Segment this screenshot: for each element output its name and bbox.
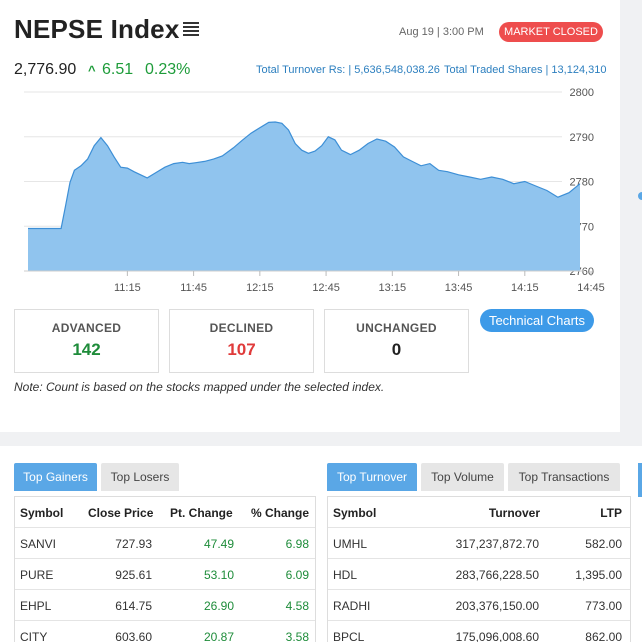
x-tick-label: 13:15 [379,282,407,294]
cell-symbol[interactable]: CITY [20,630,48,642]
table-header-row: Symbol Close Price Pt. Change % Change [15,497,315,528]
table-row[interactable]: HDL 283,766,228.50 1,395.00 [328,559,630,590]
col-symbol[interactable]: Symbol [333,506,377,520]
col-close-price[interactable]: Close Price [88,506,154,520]
table-row[interactable]: SANVI 727.93 47.49 6.98 [15,528,315,559]
page-title: NEPSE Index [14,14,180,44]
table-row[interactable]: UMHL 317,237,872.70 582.00 [328,528,630,559]
x-tick-label: 13:45 [445,282,473,294]
x-tick-label: 11:45 [180,282,207,294]
unchanged-count: 0 [391,340,402,359]
y-tick-label: 2790 [570,132,594,144]
tab-top-gainers[interactable]: Top Gainers [14,463,97,491]
tab-top-transactions[interactable]: Top Transactions [508,463,620,491]
tab-top-volume[interactable]: Top Volume [421,463,504,491]
total-turnover: Total Turnover Rs: | 5,636,548,038.26 [256,64,440,76]
cell-turnover: 283,766,228.50 [455,568,539,582]
table-row[interactable]: CITY 603.60 20.87 3.58 [15,621,315,642]
cell-pt-change: 26.90 [203,599,234,613]
cell-close-price: 727.93 [115,537,152,551]
advanced-label: ADVANCED [51,321,122,335]
cell-turnover: 203,376,150.00 [455,599,539,613]
side-tab-edge[interactable] [638,463,642,497]
turnover-table: Symbol Turnover LTP UMHL 317,237,872.70 … [327,496,631,642]
cell-symbol[interactable]: RADHI [333,599,371,613]
table-row[interactable]: RADHI 203,376,150.00 773.00 [328,590,630,621]
declined-label: DECLINED [209,321,274,335]
up-arrow-icon: ^ [88,63,96,78]
unchanged-card: UNCHANGED 0 [324,309,469,373]
index-series-line [28,121,581,230]
unchanged-label: UNCHANGED [356,321,437,335]
index-panel: NEPSE Index Aug 19 | 3:00 PM MARKET CLOS… [0,0,620,432]
technical-charts-button[interactable]: Technical Charts [480,309,594,332]
col-symbol[interactable]: Symbol [20,506,64,520]
cell-turnover: 175,096,008.60 [455,630,539,642]
x-tick-label: 12:15 [246,282,274,294]
total-traded-shares: Total Traded Shares | 13,124,310 [444,64,607,76]
cell-symbol[interactable]: PURE [20,568,54,582]
cell-pt-change: 47.49 [203,537,234,551]
cell-pct-change: 4.58 [285,599,309,613]
index-change-percent: 0.23% [145,61,191,78]
table-row[interactable]: EHPL 614.75 26.90 4.58 [15,590,315,621]
col-pct-change[interactable]: % Change [251,506,310,520]
tab-top-losers[interactable]: Top Losers [101,463,179,491]
scroll-indicator [638,192,642,200]
x-tick-label: 11:15 [114,282,141,294]
table-row[interactable]: PURE 925.61 53.10 6.09 [15,559,315,590]
y-tick-label: 2800 [570,87,594,99]
x-tick-label: 14:15 [511,282,539,294]
cell-pt-change: 20.87 [203,630,234,642]
cell-close-price: 614.75 [115,599,152,613]
count-note: Note: Count is based on the stocks mappe… [14,380,385,394]
cell-pt-change: 53.10 [203,568,234,582]
col-turnover[interactable]: Turnover [488,506,540,520]
cell-pct-change: 6.98 [285,537,309,551]
gainers-table: Symbol Close Price Pt. Change % Change S… [14,496,316,642]
cell-symbol[interactable]: UMHL [333,537,368,551]
cell-symbol[interactable]: EHPL [20,599,52,613]
advanced-card: ADVANCED 142 [14,309,159,373]
advanced-count: 142 [72,340,101,359]
cell-symbol[interactable]: BPCL [333,630,365,642]
table-row[interactable]: BPCL 175,096,008.60 862.00 [328,621,630,642]
table-header-row: Symbol Turnover LTP [328,497,630,528]
index-area-fill [28,122,580,271]
cell-symbol[interactable]: HDL [333,568,358,582]
market-datetime: Aug 19 | 3:00 PM [399,26,484,38]
declined-count: 107 [227,340,256,359]
x-tick-label: 14:45 [577,282,605,294]
y-tick-label: 2780 [570,177,594,189]
cell-ltp: 1,395.00 [575,568,622,582]
cell-pct-change: 6.09 [285,568,309,582]
cell-ltp: 773.00 [585,599,622,613]
cell-ltp: 862.00 [585,630,622,642]
cell-turnover: 317,237,872.70 [455,537,539,551]
menu-icon[interactable] [183,22,199,36]
market-status-badge: MARKET CLOSED [499,22,603,42]
index-chart[interactable]: 2800 2790 2780 2770 2760 11:15 11:45 12:15 12:45… [0,80,620,300]
declined-card: DECLINED 107 [169,309,314,373]
index-value: 2,776.90 [14,61,77,78]
x-tick-label: 12:45 [312,282,340,294]
cell-ltp: 582.00 [585,537,622,551]
cell-close-price: 603.60 [115,630,152,642]
index-change-points: 6.51 [102,61,134,78]
col-ltp[interactable]: LTP [600,506,622,520]
cell-symbol[interactable]: SANVI [20,537,57,551]
cell-pct-change: 3.58 [285,630,309,642]
col-pt-change[interactable]: Pt. Change [170,506,233,520]
cell-close-price: 925.61 [115,568,152,582]
tab-top-turnover[interactable]: Top Turnover [327,463,417,491]
